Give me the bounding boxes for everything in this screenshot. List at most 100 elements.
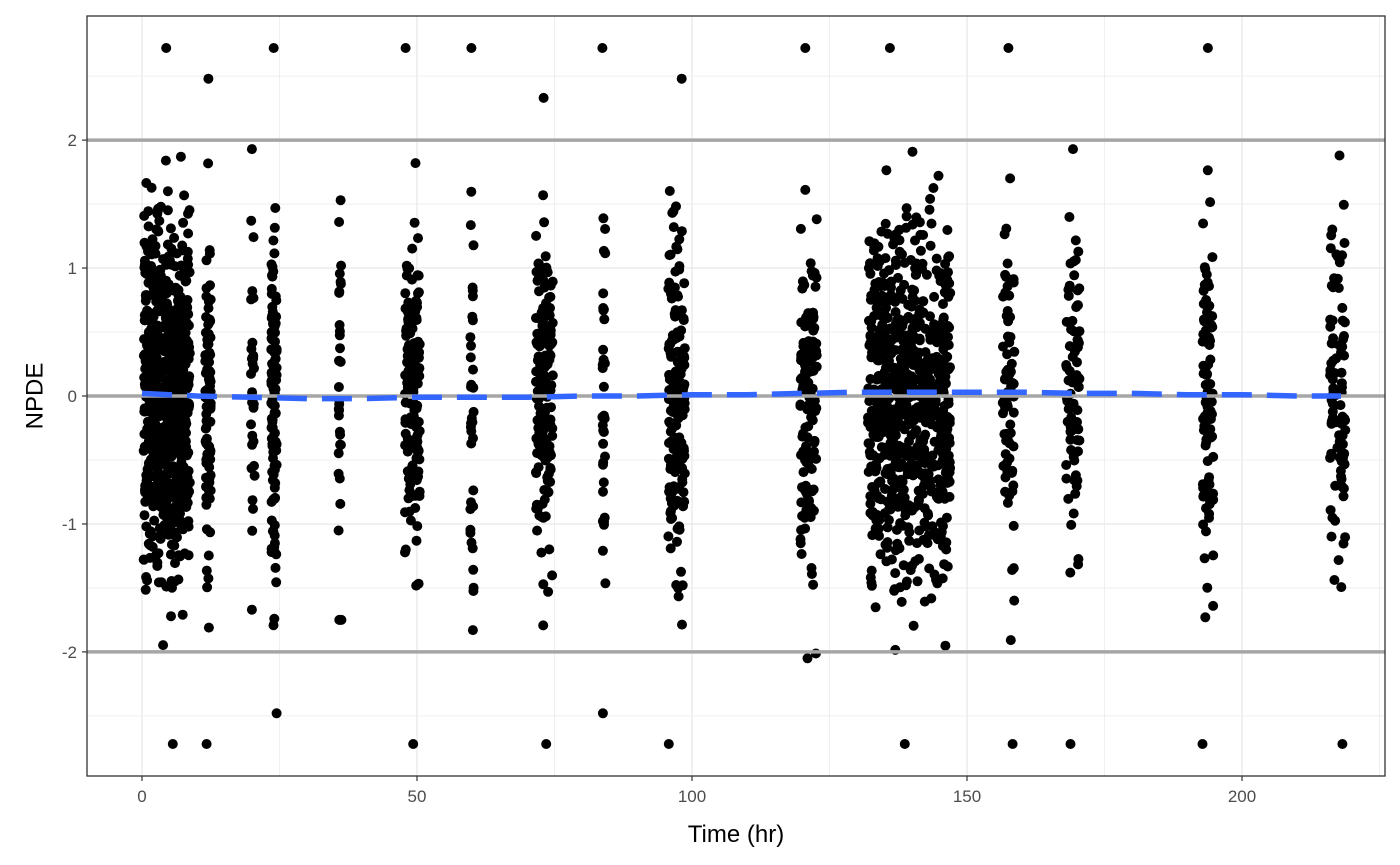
data-point (1005, 635, 1016, 646)
data-point (177, 319, 188, 330)
data-point (928, 183, 939, 193)
data-point (247, 525, 258, 536)
data-point (160, 432, 171, 443)
data-point (597, 708, 608, 719)
data-point (920, 323, 931, 334)
data-point (266, 544, 277, 555)
data-point (1073, 300, 1083, 311)
data-point (597, 545, 608, 556)
data-point (922, 508, 933, 519)
data-point (882, 542, 893, 553)
data-point (598, 213, 609, 224)
data-point (1326, 531, 1337, 542)
data-point (165, 526, 176, 537)
data-point (806, 485, 816, 496)
data-point (676, 363, 687, 374)
data-point (1338, 491, 1349, 502)
data-point (180, 327, 191, 338)
data-point (1338, 451, 1349, 462)
data-point (176, 463, 187, 474)
data-point (413, 578, 424, 589)
data-point (154, 523, 165, 534)
data-point (538, 92, 549, 103)
data-point (931, 253, 942, 264)
data-point (334, 286, 345, 297)
data-point (676, 566, 686, 577)
data-point (143, 221, 154, 232)
data-point (203, 303, 214, 314)
data-point (175, 151, 186, 162)
data-point (912, 576, 923, 587)
data-point (1067, 315, 1078, 326)
data-point (907, 219, 918, 230)
data-point (1061, 362, 1072, 373)
data-point (1208, 550, 1219, 561)
data-point (1002, 258, 1013, 269)
data-point (246, 604, 257, 615)
data-point (863, 412, 873, 423)
data-point (887, 344, 898, 355)
data-point (599, 512, 610, 523)
data-point (246, 294, 257, 305)
data-point (334, 326, 345, 337)
data-point (1327, 512, 1338, 523)
data-point (247, 430, 258, 441)
data-point (335, 429, 346, 440)
data-point (915, 436, 926, 447)
data-point (539, 217, 550, 228)
data-point (203, 622, 214, 633)
data-point (1327, 315, 1338, 326)
data-point (863, 263, 874, 273)
data-point (1065, 739, 1076, 749)
data-point (907, 284, 918, 295)
data-point (893, 416, 904, 427)
data-point (884, 415, 895, 426)
data-point (200, 423, 211, 434)
data-point (600, 578, 611, 589)
data-point (402, 357, 413, 368)
data-point (268, 620, 279, 631)
data-point (1202, 456, 1213, 467)
data-point (1063, 493, 1074, 504)
data-point (141, 470, 152, 481)
data-point (912, 450, 923, 461)
data-point (170, 492, 181, 503)
data-point (407, 461, 418, 472)
data-point (806, 266, 817, 277)
data-point (800, 43, 811, 53)
data-point (176, 260, 187, 271)
data-point (466, 186, 477, 197)
data-point (269, 248, 280, 259)
data-point (998, 291, 1009, 302)
data-point (915, 245, 926, 256)
data-point (140, 295, 151, 306)
data-point (667, 485, 678, 496)
data-point (468, 240, 479, 251)
data-point (542, 267, 553, 278)
data-point (1339, 459, 1350, 470)
data-point (1074, 283, 1085, 294)
data-point (924, 204, 935, 215)
data-point (334, 217, 345, 227)
data-point (181, 275, 192, 286)
data-point (408, 411, 419, 422)
data-point (270, 562, 281, 573)
data-point (663, 739, 674, 749)
data-point (541, 413, 552, 424)
data-point (1000, 374, 1010, 385)
data-point (890, 318, 901, 329)
data-point (269, 222, 280, 233)
data-point (892, 443, 903, 454)
data-point (672, 523, 683, 534)
data-point (158, 640, 169, 651)
data-point (155, 264, 166, 275)
data-point (811, 350, 822, 361)
data-point (162, 503, 173, 514)
data-point (204, 245, 215, 256)
data-point (806, 569, 817, 579)
data-point (886, 554, 897, 565)
data-point (165, 332, 175, 343)
data-point (1002, 331, 1013, 342)
data-point (546, 402, 556, 413)
data-point (149, 329, 160, 340)
